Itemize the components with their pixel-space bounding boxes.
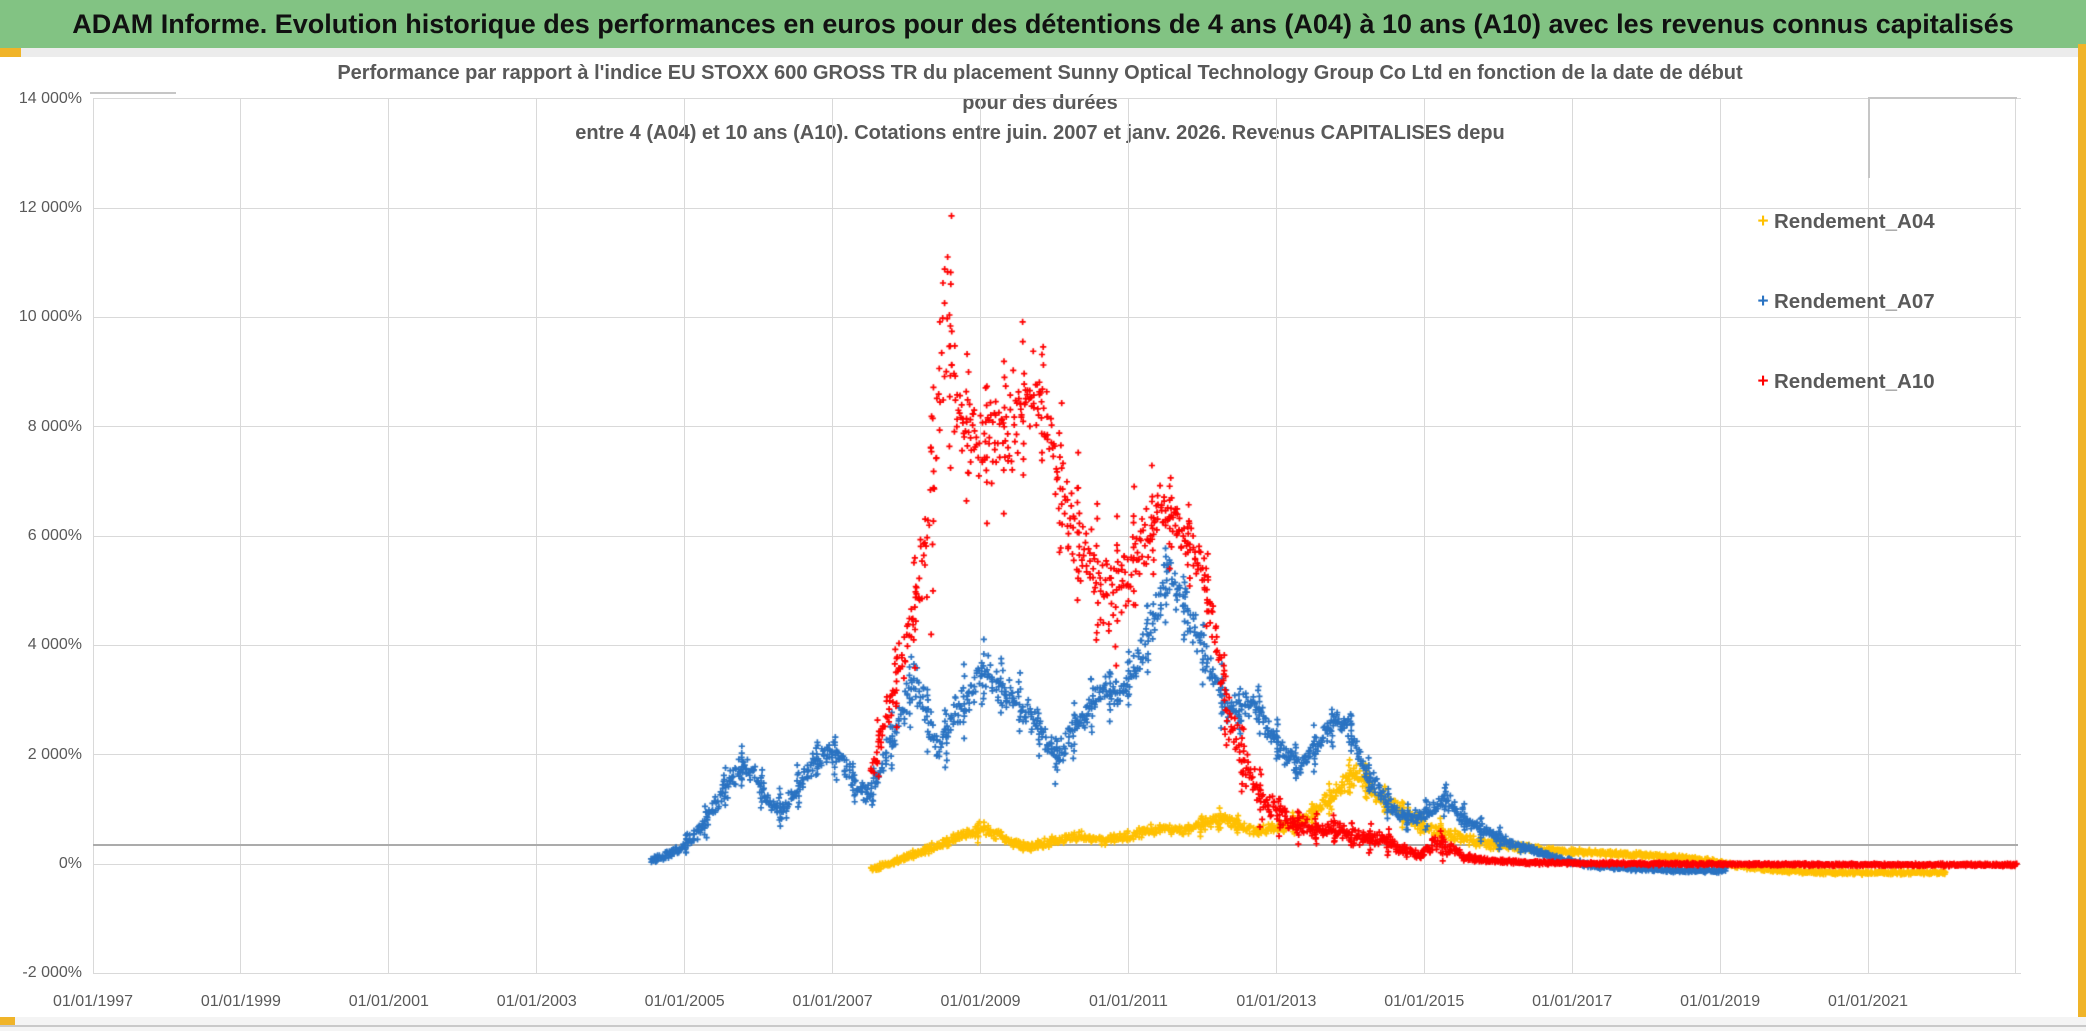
right-gold-border	[2078, 44, 2086, 1026]
legend-label: Rendement_A07	[1774, 290, 1935, 313]
plus-marker-icon: +	[1757, 291, 1769, 312]
plus-marker-icon: +	[1757, 211, 1769, 232]
plus-marker-icon: +	[1757, 371, 1769, 392]
legend-label: Rendement_A10	[1774, 370, 1935, 393]
bottom-sheet-edge	[0, 1017, 2086, 1031]
legend-item-rendement_a07[interactable]: + Rendement_A07	[1752, 287, 1935, 317]
legend-item-rendement_a04[interactable]: + Rendement_A04	[1752, 207, 1935, 237]
legend-item-rendement_a10[interactable]: + Rendement_A10	[1752, 367, 1935, 397]
gold-corner-bottom-left	[0, 1017, 15, 1026]
legend-label: Rendement_A04	[1774, 210, 1935, 233]
bottom-edge-line	[0, 1025, 2086, 1027]
